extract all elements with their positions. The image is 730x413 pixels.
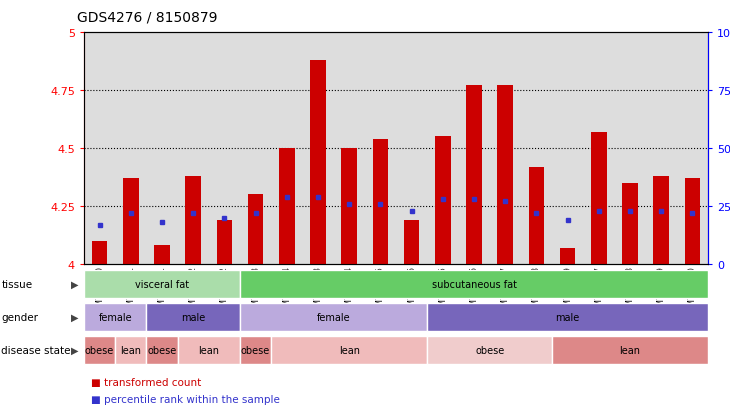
Text: obese: obese (475, 345, 504, 355)
Bar (240, 270, 708, 298)
Bar (427, 336, 552, 364)
Bar (435, 137, 450, 264)
Bar (466, 86, 482, 264)
Bar (342, 149, 357, 264)
Bar (84, 270, 240, 298)
Text: ▶: ▶ (71, 312, 78, 322)
Bar (92, 241, 107, 264)
Text: ■ percentile rank within the sample: ■ percentile rank within the sample (91, 394, 280, 404)
Text: ▶: ▶ (71, 345, 78, 355)
Text: ▶: ▶ (71, 279, 78, 289)
Text: tissue: tissue (1, 279, 33, 289)
Bar (115, 336, 146, 364)
Text: obese: obese (147, 345, 177, 355)
Bar (272, 336, 427, 364)
Bar (185, 176, 201, 264)
Bar (177, 336, 240, 364)
Text: female: female (317, 312, 350, 322)
Bar (529, 167, 545, 264)
Text: gender: gender (1, 312, 39, 322)
Text: lean: lean (339, 345, 360, 355)
Bar (552, 336, 708, 364)
Text: subcutaneous fat: subcutaneous fat (431, 279, 517, 289)
Bar (146, 303, 240, 331)
Bar (497, 86, 513, 264)
Bar (372, 140, 388, 264)
Bar (84, 303, 146, 331)
Text: female: female (99, 312, 132, 322)
Bar (685, 179, 700, 264)
Bar (217, 221, 232, 264)
Text: male: male (181, 312, 205, 322)
Text: GDS4276 / 8150879: GDS4276 / 8150879 (77, 10, 217, 24)
Text: ■ transformed count: ■ transformed count (91, 377, 201, 387)
Bar (84, 336, 115, 364)
Bar (427, 303, 708, 331)
Bar (240, 336, 272, 364)
Bar (310, 61, 326, 264)
Bar (653, 176, 669, 264)
Bar (146, 336, 177, 364)
Bar (560, 248, 575, 264)
Text: lean: lean (120, 345, 142, 355)
Bar (622, 183, 638, 264)
Text: lean: lean (620, 345, 641, 355)
Text: visceral fat: visceral fat (135, 279, 189, 289)
Bar (240, 303, 427, 331)
Text: lean: lean (199, 345, 219, 355)
Text: disease state: disease state (1, 345, 71, 355)
Bar (154, 246, 170, 264)
Text: male: male (556, 312, 580, 322)
Bar (247, 195, 264, 264)
Bar (123, 179, 139, 264)
Bar (279, 149, 295, 264)
Text: obese: obese (241, 345, 270, 355)
Bar (591, 133, 607, 264)
Text: obese: obese (85, 345, 114, 355)
Bar (404, 221, 420, 264)
